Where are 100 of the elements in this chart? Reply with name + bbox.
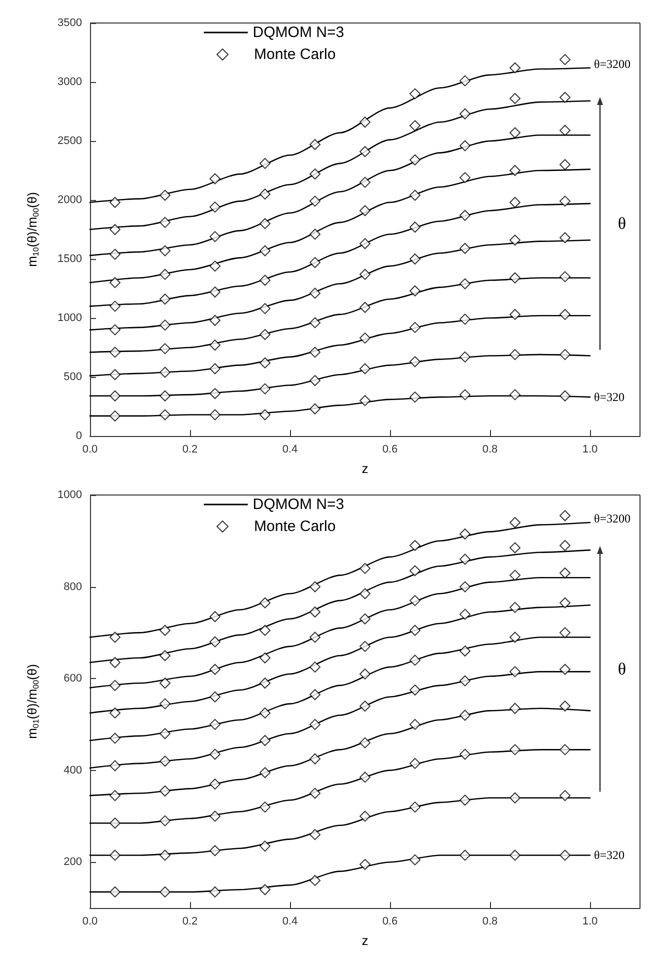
point <box>410 190 420 201</box>
point <box>410 392 420 403</box>
y-tick-label: 1500 <box>58 253 82 265</box>
point <box>110 707 120 718</box>
annotation: θ <box>618 659 626 678</box>
legend-label: DQMOM N=3 <box>252 496 344 513</box>
point <box>410 120 420 132</box>
x-axis-title: z <box>362 461 368 476</box>
point <box>310 317 320 328</box>
point <box>310 375 320 386</box>
point <box>460 108 470 120</box>
point <box>460 351 470 362</box>
point <box>210 664 220 675</box>
point <box>260 357 270 368</box>
point <box>410 854 420 866</box>
point <box>360 858 370 870</box>
y-tick-label: 0 <box>76 430 82 442</box>
point <box>460 646 470 657</box>
point <box>560 597 570 608</box>
x-tick-label: 0.6 <box>382 916 398 928</box>
point <box>410 595 420 606</box>
point <box>360 588 370 600</box>
point <box>460 528 470 540</box>
point <box>110 410 120 422</box>
point <box>510 234 520 246</box>
point <box>460 278 470 290</box>
legend-label: Monte Carlo <box>254 518 336 535</box>
point <box>460 608 470 620</box>
point <box>410 222 420 233</box>
point <box>360 737 370 748</box>
y-tick-label: 3500 <box>58 17 82 29</box>
point <box>210 611 220 622</box>
point <box>260 245 270 256</box>
y-tick-label: 800 <box>64 580 82 593</box>
point <box>110 850 120 861</box>
point <box>360 176 370 188</box>
point <box>210 340 220 351</box>
point <box>560 196 570 207</box>
y-tick-label: 2000 <box>58 194 82 206</box>
point <box>360 146 370 158</box>
point <box>460 172 470 184</box>
point <box>560 92 570 103</box>
point <box>360 238 370 250</box>
point <box>310 689 320 700</box>
point <box>410 758 420 769</box>
point <box>310 196 320 207</box>
point <box>110 790 120 802</box>
x-tick-label: 0.8 <box>482 916 498 928</box>
point <box>210 202 220 213</box>
point <box>360 668 370 680</box>
point <box>510 272 520 284</box>
point <box>360 640 370 652</box>
point <box>360 116 370 128</box>
y-axis-title: m10(θ)/m00(θ) <box>24 192 40 267</box>
point <box>310 718 320 730</box>
annotation: θ=3200 <box>594 512 631 526</box>
point <box>460 554 470 565</box>
point <box>160 343 170 354</box>
point <box>410 540 420 551</box>
point <box>110 680 120 691</box>
point <box>560 850 570 861</box>
point <box>360 363 370 374</box>
point <box>560 390 570 402</box>
annotation: θ=320 <box>594 848 625 862</box>
point <box>510 62 520 74</box>
point <box>260 767 270 778</box>
point <box>160 390 170 402</box>
point <box>310 168 320 180</box>
point <box>160 728 170 740</box>
point <box>160 190 170 201</box>
y-tick-label: 3000 <box>58 76 82 88</box>
point <box>210 810 220 822</box>
point <box>510 850 520 861</box>
point <box>510 632 520 643</box>
point <box>510 517 520 528</box>
point <box>210 388 220 400</box>
point <box>260 707 270 718</box>
legend-label: DQMOM N=3 <box>252 24 344 41</box>
x-axis-title: z <box>362 933 368 948</box>
point <box>460 710 470 721</box>
point <box>160 216 170 228</box>
point <box>310 288 320 299</box>
point <box>360 302 370 313</box>
point <box>160 320 170 331</box>
point <box>460 140 470 152</box>
annotation: θ <box>618 214 626 233</box>
x-tick-label: 0.2 <box>182 916 198 928</box>
point <box>360 613 370 624</box>
point <box>260 188 270 200</box>
point <box>160 245 170 256</box>
point <box>110 818 120 829</box>
y-tick-label: 1000 <box>58 489 82 501</box>
x-tick-label: 0.4 <box>282 444 298 456</box>
y-tick-label: 200 <box>64 856 82 868</box>
point <box>160 624 170 636</box>
point <box>510 602 520 613</box>
point <box>360 205 370 216</box>
y-tick-label: 600 <box>64 672 82 685</box>
x-tick-label: 1.0 <box>582 916 598 928</box>
point <box>210 231 220 242</box>
